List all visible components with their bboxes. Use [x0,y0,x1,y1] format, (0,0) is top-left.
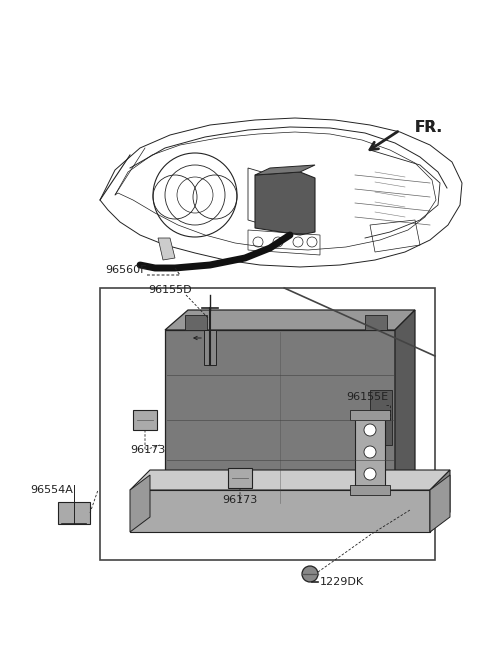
Polygon shape [130,470,450,490]
Bar [350,485,390,495]
Text: 96554A: 96554A [30,485,73,495]
Bar [133,410,157,430]
Polygon shape [430,475,450,532]
Polygon shape [430,470,450,532]
Polygon shape [395,310,415,505]
Circle shape [364,424,376,436]
Text: 96155E: 96155E [346,392,388,402]
Polygon shape [255,172,315,235]
Circle shape [302,566,318,582]
Bar [350,410,390,420]
Text: 96173: 96173 [130,445,165,455]
Bar [130,490,430,532]
Text: 96173: 96173 [222,495,257,505]
Bar [165,330,395,505]
Bar [204,330,216,365]
Text: 96560F: 96560F [105,265,146,275]
Polygon shape [165,310,415,330]
Polygon shape [255,165,315,175]
Text: 96155D: 96155D [148,285,192,295]
Polygon shape [158,238,175,260]
Bar [370,390,392,445]
Polygon shape [130,475,150,532]
Text: FR.: FR. [415,121,443,136]
Text: FR.: FR. [415,121,443,136]
Polygon shape [58,502,90,524]
Bar [228,468,252,488]
Circle shape [364,446,376,458]
Text: 1229DK: 1229DK [320,577,364,587]
Bar [185,315,207,330]
Bar [100,288,435,560]
Bar [365,315,387,330]
Circle shape [364,468,376,480]
Polygon shape [355,415,385,490]
